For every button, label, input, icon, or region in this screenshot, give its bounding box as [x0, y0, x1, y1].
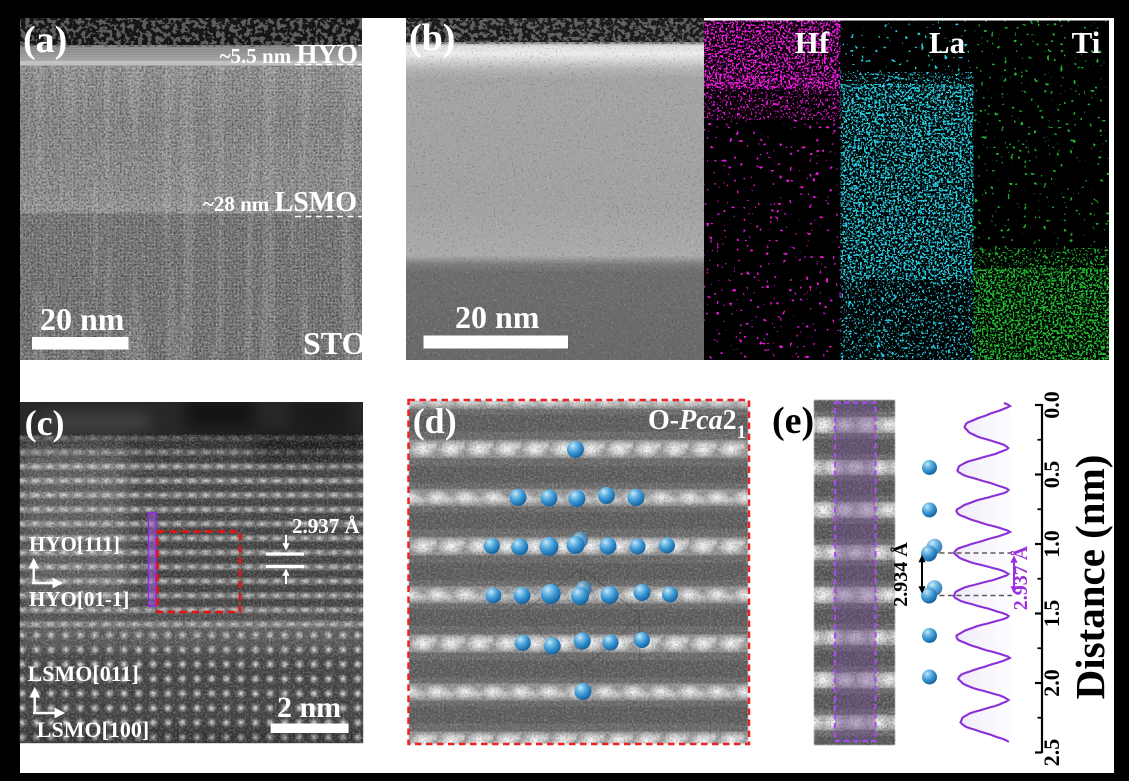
svg-text:Ti: Ti	[1072, 25, 1101, 60]
svg-text:La: La	[929, 25, 966, 60]
svg-text:LSMO[011]: LSMO[011]	[28, 661, 139, 686]
svg-text:0.0: 0.0	[1039, 391, 1064, 419]
svg-text:LSMO[100]: LSMO[100]	[37, 717, 149, 742]
svg-text:Hf: Hf	[795, 25, 830, 60]
svg-text:O-Pca21: O-Pca21	[648, 405, 746, 443]
svg-text:2.5: 2.5	[1039, 739, 1064, 767]
svg-text:1.0: 1.0	[1039, 530, 1064, 558]
svg-text:2.937 Å: 2.937 Å	[1009, 545, 1032, 610]
svg-text:0.5: 0.5	[1039, 461, 1064, 489]
svg-text:~5.5 nm HYO: ~5.5 nm HYO	[220, 39, 358, 69]
svg-text:(c): (c)	[25, 403, 65, 443]
svg-text:HYO[01-1]: HYO[01-1]	[29, 587, 129, 611]
svg-text:HYO[111]: HYO[111]	[29, 532, 120, 556]
svg-text:(a): (a)	[23, 19, 67, 61]
svg-text:20 nm: 20 nm	[455, 299, 540, 335]
svg-text:STO: STO	[303, 325, 366, 361]
svg-text:(d): (d)	[413, 401, 457, 441]
svg-text:1.5: 1.5	[1039, 600, 1064, 628]
svg-text:(e): (e)	[772, 400, 814, 442]
svg-text:Distance (nm): Distance (nm)	[1067, 455, 1113, 700]
svg-text:2.934 Å: 2.934 Å	[889, 542, 912, 607]
svg-text:20 nm: 20 nm	[40, 301, 125, 337]
svg-text:(b): (b)	[409, 17, 455, 59]
svg-text:2.0: 2.0	[1039, 669, 1064, 697]
svg-text:2 nm: 2 nm	[277, 691, 341, 724]
svg-text:~28 nm LSMO: ~28 nm LSMO	[203, 187, 357, 218]
svg-text:2.937 Å: 2.937 Å	[292, 514, 361, 538]
